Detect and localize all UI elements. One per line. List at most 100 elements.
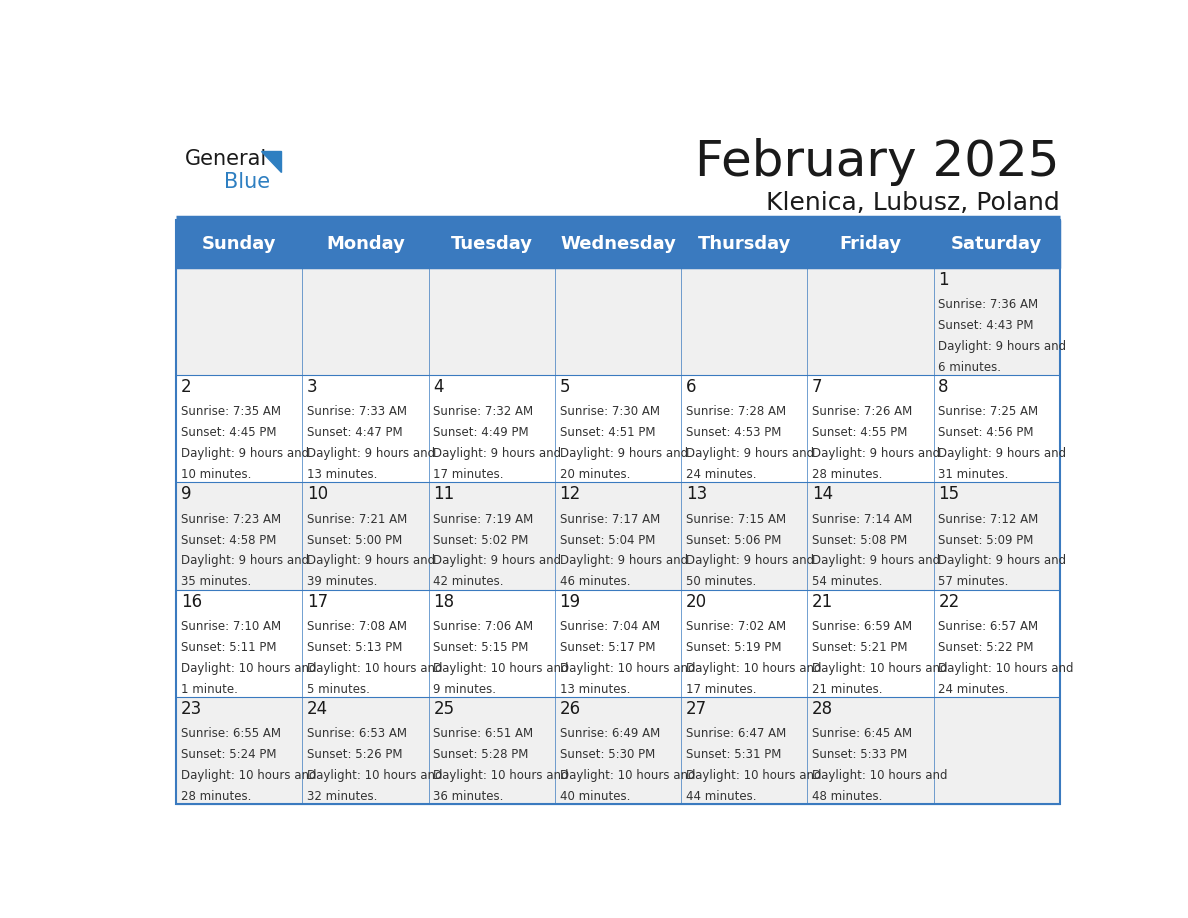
Text: Sunset: 5:15 PM: Sunset: 5:15 PM bbox=[434, 641, 529, 654]
Bar bbox=[176, 482, 1060, 589]
Text: 44 minutes.: 44 minutes. bbox=[685, 790, 757, 803]
Text: Sunset: 5:06 PM: Sunset: 5:06 PM bbox=[685, 533, 782, 546]
Text: Daylight: 10 hours and: Daylight: 10 hours and bbox=[813, 769, 948, 782]
Text: 13: 13 bbox=[685, 486, 707, 503]
Bar bbox=[176, 375, 1060, 482]
Text: Sunrise: 7:02 AM: Sunrise: 7:02 AM bbox=[685, 620, 786, 633]
Text: Sunrise: 7:35 AM: Sunrise: 7:35 AM bbox=[181, 405, 280, 419]
Text: Sunrise: 6:49 AM: Sunrise: 6:49 AM bbox=[560, 727, 659, 740]
Text: Sunset: 5:00 PM: Sunset: 5:00 PM bbox=[307, 533, 403, 546]
Text: 46 minutes.: 46 minutes. bbox=[560, 576, 630, 588]
Text: 4: 4 bbox=[434, 378, 444, 396]
Bar bbox=[176, 589, 1060, 697]
Text: Sunrise: 7:21 AM: Sunrise: 7:21 AM bbox=[307, 512, 407, 526]
Text: Sunset: 4:51 PM: Sunset: 4:51 PM bbox=[560, 426, 655, 439]
Text: Sunset: 4:56 PM: Sunset: 4:56 PM bbox=[939, 426, 1034, 439]
Text: Daylight: 10 hours and: Daylight: 10 hours and bbox=[434, 662, 569, 675]
Text: 9 minutes.: 9 minutes. bbox=[434, 683, 497, 696]
Text: 15: 15 bbox=[939, 486, 960, 503]
Text: Sunrise: 6:59 AM: Sunrise: 6:59 AM bbox=[813, 620, 912, 633]
Text: Sunset: 5:17 PM: Sunset: 5:17 PM bbox=[560, 641, 655, 654]
Text: 19: 19 bbox=[560, 592, 581, 610]
Text: Daylight: 10 hours and: Daylight: 10 hours and bbox=[560, 662, 695, 675]
Text: Sunset: 5:30 PM: Sunset: 5:30 PM bbox=[560, 748, 655, 761]
Text: Sunrise: 7:30 AM: Sunrise: 7:30 AM bbox=[560, 405, 659, 419]
Text: Sunrise: 7:15 AM: Sunrise: 7:15 AM bbox=[685, 512, 786, 526]
Text: 9: 9 bbox=[181, 486, 191, 503]
Text: Sunrise: 7:12 AM: Sunrise: 7:12 AM bbox=[939, 512, 1038, 526]
Text: Sunrise: 6:53 AM: Sunrise: 6:53 AM bbox=[307, 727, 407, 740]
Text: Daylight: 10 hours and: Daylight: 10 hours and bbox=[939, 662, 1074, 675]
Text: Daylight: 9 hours and: Daylight: 9 hours and bbox=[685, 447, 814, 460]
Text: Sunrise: 7:36 AM: Sunrise: 7:36 AM bbox=[939, 298, 1038, 311]
Text: Sunrise: 6:47 AM: Sunrise: 6:47 AM bbox=[685, 727, 786, 740]
Polygon shape bbox=[261, 151, 282, 173]
Text: Sunset: 5:33 PM: Sunset: 5:33 PM bbox=[813, 748, 908, 761]
Text: Sunset: 5:08 PM: Sunset: 5:08 PM bbox=[813, 533, 908, 546]
Text: 50 minutes.: 50 minutes. bbox=[685, 576, 756, 588]
Text: Sunset: 5:04 PM: Sunset: 5:04 PM bbox=[560, 533, 655, 546]
Text: Daylight: 9 hours and: Daylight: 9 hours and bbox=[181, 554, 309, 567]
Text: 5 minutes.: 5 minutes. bbox=[307, 683, 369, 696]
Text: Sunrise: 7:28 AM: Sunrise: 7:28 AM bbox=[685, 405, 786, 419]
Text: Daylight: 9 hours and: Daylight: 9 hours and bbox=[939, 340, 1067, 353]
Text: Sunrise: 6:45 AM: Sunrise: 6:45 AM bbox=[813, 727, 912, 740]
Text: 6: 6 bbox=[685, 378, 696, 396]
Text: 25: 25 bbox=[434, 700, 454, 718]
Text: Friday: Friday bbox=[840, 235, 902, 252]
Text: Sunrise: 6:55 AM: Sunrise: 6:55 AM bbox=[181, 727, 280, 740]
Text: 32 minutes.: 32 minutes. bbox=[307, 790, 378, 803]
Text: Sunset: 4:55 PM: Sunset: 4:55 PM bbox=[813, 426, 908, 439]
Text: Sunrise: 7:25 AM: Sunrise: 7:25 AM bbox=[939, 405, 1038, 419]
Text: Sunrise: 7:33 AM: Sunrise: 7:33 AM bbox=[307, 405, 407, 419]
Text: Sunrise: 7:06 AM: Sunrise: 7:06 AM bbox=[434, 620, 533, 633]
Text: Sunset: 5:22 PM: Sunset: 5:22 PM bbox=[939, 641, 1034, 654]
Text: Daylight: 9 hours and: Daylight: 9 hours and bbox=[307, 447, 435, 460]
Text: 27: 27 bbox=[685, 700, 707, 718]
Text: Sunrise: 7:08 AM: Sunrise: 7:08 AM bbox=[307, 620, 407, 633]
Text: 16: 16 bbox=[181, 592, 202, 610]
Text: 48 minutes.: 48 minutes. bbox=[813, 790, 883, 803]
Text: Daylight: 10 hours and: Daylight: 10 hours and bbox=[181, 769, 316, 782]
Text: 22: 22 bbox=[939, 592, 960, 610]
Text: 7: 7 bbox=[813, 378, 822, 396]
Text: 20 minutes.: 20 minutes. bbox=[560, 468, 630, 481]
Text: Sunrise: 6:51 AM: Sunrise: 6:51 AM bbox=[434, 727, 533, 740]
Text: 24 minutes.: 24 minutes. bbox=[939, 683, 1009, 696]
Bar bbox=[176, 268, 1060, 375]
Text: 13 minutes.: 13 minutes. bbox=[307, 468, 378, 481]
Text: 35 minutes.: 35 minutes. bbox=[181, 576, 251, 588]
Text: 6 minutes.: 6 minutes. bbox=[939, 361, 1001, 374]
Text: Sunset: 5:11 PM: Sunset: 5:11 PM bbox=[181, 641, 277, 654]
Text: Sunset: 4:49 PM: Sunset: 4:49 PM bbox=[434, 426, 529, 439]
Text: Daylight: 10 hours and: Daylight: 10 hours and bbox=[307, 769, 442, 782]
Text: Daylight: 10 hours and: Daylight: 10 hours and bbox=[813, 662, 948, 675]
Text: 1 minute.: 1 minute. bbox=[181, 683, 238, 696]
Text: 13 minutes.: 13 minutes. bbox=[560, 683, 630, 696]
Text: 17 minutes.: 17 minutes. bbox=[434, 468, 504, 481]
Text: 8: 8 bbox=[939, 378, 949, 396]
Text: 24 minutes.: 24 minutes. bbox=[685, 468, 757, 481]
Text: 10 minutes.: 10 minutes. bbox=[181, 468, 251, 481]
Text: 36 minutes.: 36 minutes. bbox=[434, 790, 504, 803]
Text: Daylight: 9 hours and: Daylight: 9 hours and bbox=[813, 554, 940, 567]
Text: Daylight: 9 hours and: Daylight: 9 hours and bbox=[434, 554, 562, 567]
Text: Sunset: 4:45 PM: Sunset: 4:45 PM bbox=[181, 426, 277, 439]
Bar bbox=[176, 219, 1060, 268]
Text: 39 minutes.: 39 minutes. bbox=[307, 576, 378, 588]
Text: Klenica, Lubusz, Poland: Klenica, Lubusz, Poland bbox=[766, 192, 1060, 216]
Text: Daylight: 10 hours and: Daylight: 10 hours and bbox=[434, 769, 569, 782]
Text: Tuesday: Tuesday bbox=[450, 235, 532, 252]
Text: Sunset: 4:53 PM: Sunset: 4:53 PM bbox=[685, 426, 782, 439]
Bar bbox=[176, 697, 1060, 804]
Text: Sunrise: 7:14 AM: Sunrise: 7:14 AM bbox=[813, 512, 912, 526]
Text: Sunset: 5:02 PM: Sunset: 5:02 PM bbox=[434, 533, 529, 546]
Text: Daylight: 9 hours and: Daylight: 9 hours and bbox=[813, 447, 940, 460]
Text: 28: 28 bbox=[813, 700, 833, 718]
Bar bbox=[176, 219, 1060, 804]
Text: 12: 12 bbox=[560, 486, 581, 503]
Text: Wednesday: Wednesday bbox=[560, 235, 676, 252]
Text: Sunset: 4:47 PM: Sunset: 4:47 PM bbox=[307, 426, 403, 439]
Text: 31 minutes.: 31 minutes. bbox=[939, 468, 1009, 481]
Text: Daylight: 10 hours and: Daylight: 10 hours and bbox=[560, 769, 695, 782]
